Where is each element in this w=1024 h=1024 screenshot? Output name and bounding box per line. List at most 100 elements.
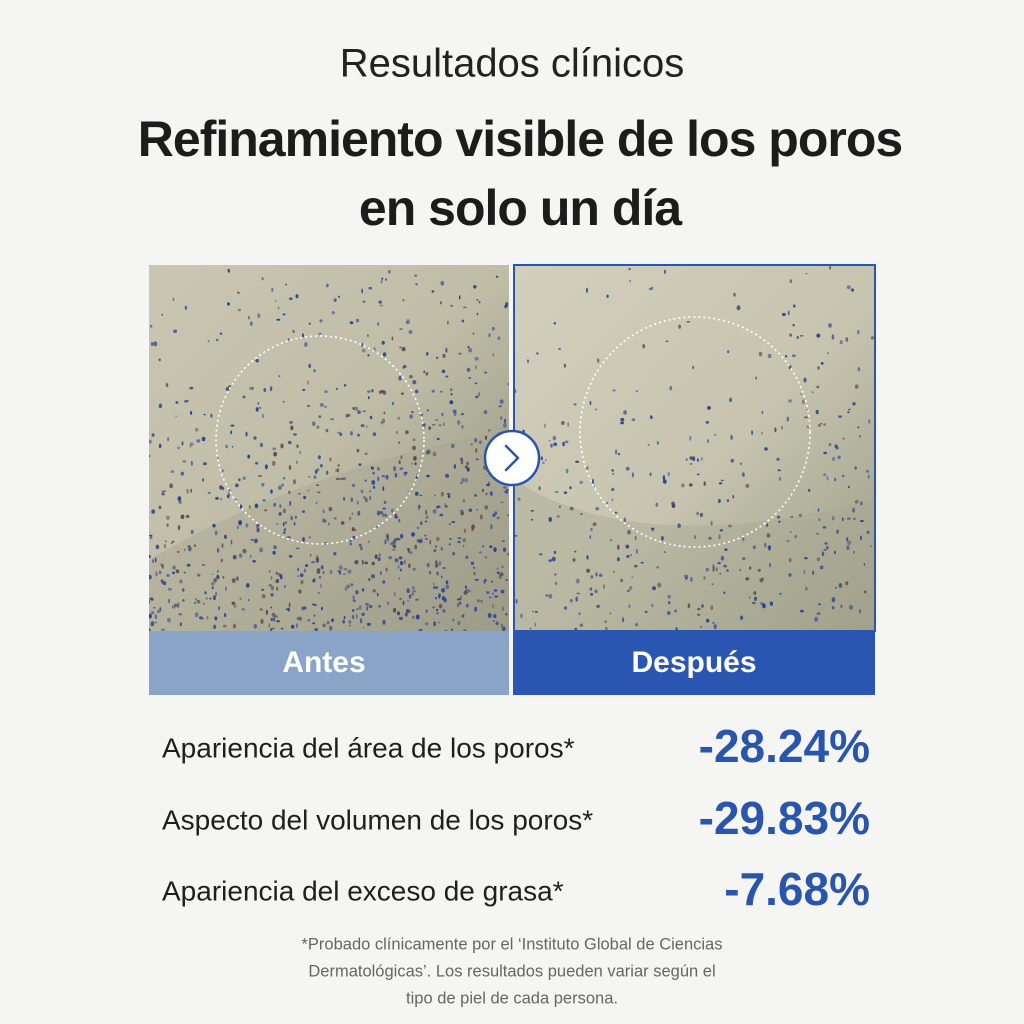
pore (396, 538, 401, 541)
pore (172, 565, 176, 570)
pore (149, 574, 152, 580)
pore (482, 544, 485, 548)
pore (426, 474, 430, 478)
pore (426, 352, 429, 356)
pore (249, 321, 253, 326)
pore (468, 508, 473, 512)
pore (545, 458, 547, 461)
pore (412, 589, 417, 593)
pore (602, 584, 605, 589)
pore (434, 419, 439, 421)
pore (586, 555, 589, 560)
pore (276, 620, 280, 623)
pore (476, 599, 481, 603)
pore (428, 570, 432, 575)
pore (534, 622, 536, 627)
pore (280, 443, 284, 449)
pore (863, 563, 866, 566)
pore (402, 600, 405, 606)
pore (717, 562, 721, 565)
pore (805, 586, 808, 591)
pore (627, 529, 631, 535)
pore (378, 604, 381, 608)
pore (565, 468, 569, 474)
pore (505, 579, 509, 582)
pore (207, 340, 210, 343)
pore (626, 554, 630, 559)
pore (282, 508, 286, 514)
pore (389, 542, 394, 546)
pore (282, 400, 285, 403)
pore (366, 622, 371, 626)
pore (161, 313, 164, 316)
pore (236, 291, 240, 294)
pore (473, 571, 476, 576)
pore (336, 468, 340, 473)
pore (158, 570, 162, 575)
pore (730, 458, 735, 463)
pore (369, 415, 373, 420)
pore (483, 410, 488, 415)
pore (366, 606, 369, 611)
pore (378, 553, 381, 557)
pore (789, 333, 792, 337)
pore (385, 513, 388, 518)
pore (611, 487, 615, 492)
pore (712, 621, 715, 624)
pore (719, 529, 724, 532)
pore (805, 272, 808, 275)
pore (164, 540, 167, 543)
stat-label: Apariencia del exceso de grasa* (162, 875, 564, 906)
pore (396, 430, 398, 435)
pore (407, 599, 409, 603)
pore (612, 389, 616, 392)
pore (424, 538, 428, 540)
pore (215, 338, 219, 342)
pore (351, 615, 355, 619)
pore (414, 274, 418, 277)
pore (224, 534, 227, 539)
pore (586, 568, 590, 573)
pore (160, 563, 162, 567)
pore (326, 470, 329, 475)
pore (749, 566, 752, 570)
pore (705, 567, 709, 572)
pore (710, 520, 713, 526)
pore (779, 476, 782, 481)
pore (575, 578, 580, 584)
pore (301, 333, 304, 338)
pore (201, 563, 206, 567)
pore (346, 584, 350, 589)
pore (667, 594, 671, 599)
pore (214, 530, 218, 536)
pore (507, 552, 509, 556)
next-arrow-button (483, 429, 541, 487)
pore (271, 627, 275, 630)
pore (218, 606, 221, 611)
pore (486, 591, 490, 594)
pore (429, 539, 432, 545)
pore (391, 336, 394, 341)
pore (296, 616, 299, 621)
pore (401, 346, 406, 352)
pore (371, 574, 375, 579)
pore (562, 441, 565, 447)
pore (437, 505, 441, 509)
pore (189, 386, 194, 390)
pore (574, 550, 577, 553)
pore (692, 456, 696, 462)
pore (504, 304, 508, 309)
pore (367, 354, 370, 357)
pore (494, 595, 499, 598)
pore (378, 300, 383, 304)
pore (475, 458, 479, 461)
pore (372, 471, 376, 475)
pore (723, 591, 726, 594)
pore (414, 462, 417, 466)
pore (617, 452, 621, 456)
pore (255, 524, 259, 528)
pore (408, 563, 411, 568)
pore (382, 580, 386, 584)
pore (503, 490, 507, 493)
pore (755, 376, 757, 380)
